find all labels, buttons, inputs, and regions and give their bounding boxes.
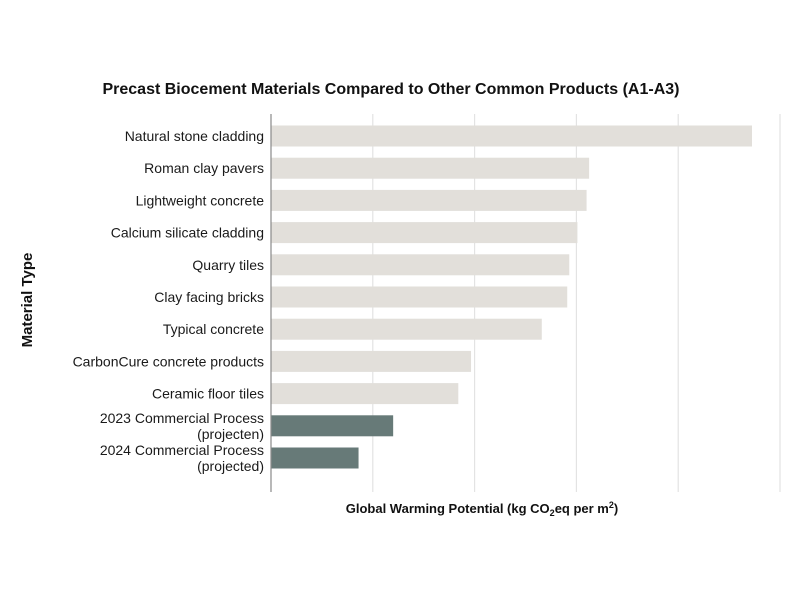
category-label-1-line-0: Roman clay pavers (144, 160, 264, 176)
bar-10 (271, 447, 359, 469)
category-label-4: Quarry tiles (192, 257, 264, 273)
category-label-6: Typical concrete (163, 321, 264, 337)
category-labels: Natural stone cladding Roman clay pavers L… (73, 128, 265, 474)
bar-3 (271, 222, 578, 244)
category-label-5: Clay facing bricks (154, 289, 264, 305)
category-label-3-line-0: Calcium silicate cladding (111, 225, 264, 241)
bar-9 (271, 415, 394, 437)
x-axis-title-superscript: 2 (609, 500, 614, 510)
bar-5 (271, 286, 568, 308)
category-label-0: Natural stone cladding (125, 128, 264, 144)
category-label-9: 2023 Commercial Process (projecten) (100, 410, 264, 442)
category-label-7: CarbonCure concrete products (73, 353, 264, 369)
category-label-10: 2024 Commercial Process (projected) (100, 442, 264, 474)
bar-4 (271, 254, 570, 276)
category-label-9-line-1: (projecten) (197, 426, 264, 442)
category-label-10-line-0: 2024 Commercial Process (100, 442, 264, 458)
x-axis-title: Global Warming Potential (kg CO2eq per m… (346, 500, 618, 518)
category-label-4-line-0: Quarry tiles (192, 257, 264, 273)
category-label-8-line-0: Ceramic floor tiles (152, 386, 264, 402)
x-axis-title-main: Global Warming Potential (kg CO (346, 501, 550, 516)
category-label-9-line-0: 2023 Commercial Process (100, 410, 264, 426)
category-label-7-line-0: CarbonCure concrete products (73, 353, 264, 369)
category-label-5-line-0: Clay facing bricks (154, 289, 264, 305)
category-label-2: Lightweight concrete (136, 192, 265, 208)
chart-title: Precast Biocement Materials Compared to … (102, 81, 679, 98)
x-axis-title-subscript: 2 (550, 508, 555, 518)
category-label-8: Ceramic floor tiles (152, 386, 264, 402)
category-label-3: Calcium silicate cladding (111, 225, 264, 241)
bar-2 (271, 189, 587, 211)
category-label-10-line-1: (projected) (197, 458, 264, 474)
category-label-0-line-0: Natural stone cladding (125, 128, 264, 144)
bars (271, 125, 753, 469)
bar-8 (271, 383, 459, 405)
category-label-6-line-0: Typical concrete (163, 321, 264, 337)
x-axis-title-middle: eq per m (555, 501, 609, 516)
category-label-2-line-0: Lightweight concrete (136, 192, 265, 208)
bar-1 (271, 157, 590, 179)
category-label-1: Roman clay pavers (144, 160, 264, 176)
y-axis-title: Material Type (19, 253, 36, 348)
x-axis-title-end: ) (614, 501, 618, 516)
bar-7 (271, 350, 472, 372)
bar-6 (271, 318, 542, 340)
bar-0 (271, 125, 753, 147)
